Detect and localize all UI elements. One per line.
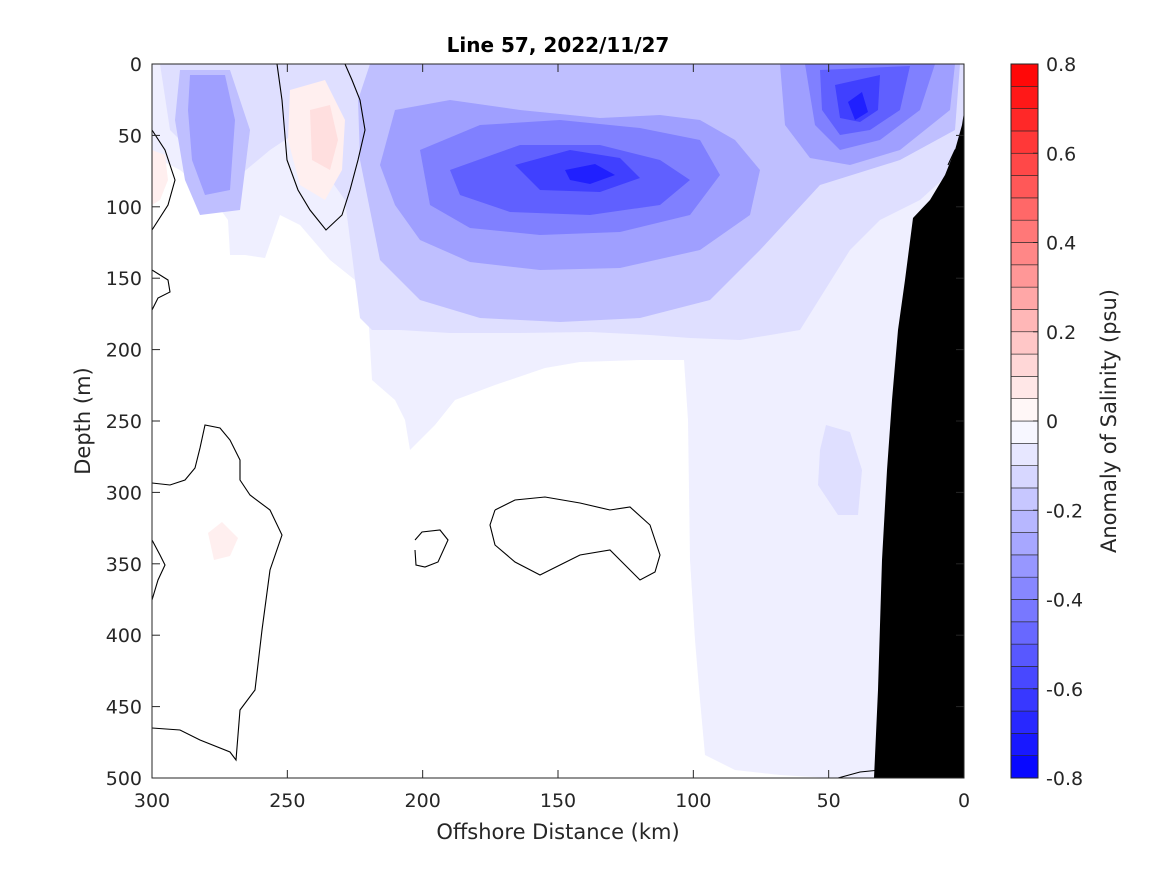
y-tick-label: 0	[130, 54, 142, 76]
colorbar-segment	[1010, 63, 1039, 87]
contour-fill-neg-010-deep	[818, 425, 862, 515]
y-tick-label: 50	[118, 125, 142, 147]
x-tick-label: 150	[540, 790, 576, 812]
colorbar-label: Anomaly of Salinity (psu)	[1097, 289, 1121, 553]
zero-contour	[276, 64, 366, 231]
colorbar-segment	[1010, 532, 1039, 556]
colorbar-segment	[1010, 353, 1039, 377]
contour-fills	[152, 64, 964, 778]
colorbar-segment	[1010, 666, 1039, 690]
x-tick-label: 200	[405, 790, 441, 812]
colorbar-segment	[1010, 554, 1039, 578]
colorbar-segment	[1010, 108, 1039, 132]
colorbar-ticks: 0.8 0.6 0.4 0.2 0 -0.2 -0.4 -0.6 -0.8	[1033, 54, 1083, 790]
y-tick-label: 400	[106, 625, 142, 647]
y-tick-label: 450	[106, 697, 142, 719]
colorbar-segment	[1010, 443, 1039, 466]
contour-fill-pos-010	[310, 105, 338, 170]
colorbar-tick-label: -0.2	[1046, 500, 1083, 522]
bathymetry-seafloor	[874, 112, 964, 778]
colorbar-tick-label: 0	[1046, 411, 1058, 433]
zero-contour	[489, 496, 661, 581]
colorbar-segment	[1010, 331, 1039, 355]
colorbar-segment	[1010, 286, 1039, 310]
colorbar-segment	[1010, 376, 1039, 399]
colorbar-segment	[1010, 599, 1039, 623]
colorbar-tick-label: 0.6	[1046, 143, 1076, 165]
zero-contour	[414, 529, 449, 568]
y-tick-label: 350	[106, 554, 142, 576]
colorbar-segment	[1010, 420, 1039, 444]
colorbar-segment	[1010, 576, 1039, 600]
colorbar-segment	[1010, 710, 1039, 734]
colorbar-segment	[1010, 398, 1039, 422]
y-axis-label: Depth (m)	[71, 367, 95, 474]
colorbar-segment	[1010, 309, 1039, 333]
colorbar-tick-label: -0.6	[1046, 679, 1083, 701]
zero-contour	[837, 769, 881, 778]
x-axis: 300 250 200 150 100 50 0	[134, 64, 970, 812]
colorbar-segment	[1010, 242, 1039, 266]
colorbar-segment	[1010, 219, 1039, 243]
x-tick-label: 300	[134, 790, 170, 812]
x-tick-label: 50	[817, 790, 841, 812]
y-tick-label: 500	[106, 768, 142, 790]
zero-contour	[152, 129, 176, 231]
zero-contour	[152, 424, 283, 762]
colorbar-segment	[1010, 86, 1039, 109]
y-axis: 0 50 100 150 200 250 300 350 400 450 500	[106, 54, 964, 790]
colorbar-segment	[1010, 755, 1039, 779]
contour-fill-neg-070-east	[848, 92, 868, 120]
chart-title: Line 57, 2022/11/27	[447, 33, 670, 57]
contour-fill-pos-005-edge	[152, 150, 168, 205]
colorbar-segment	[1010, 175, 1039, 199]
colorbar-tick-label: 0.2	[1046, 322, 1076, 344]
x-tick-label: 250	[269, 790, 305, 812]
zero-contour	[152, 539, 166, 601]
colorbar-segment	[1010, 487, 1039, 511]
y-tick-label: 100	[106, 197, 142, 219]
zero-contour	[152, 269, 171, 311]
zero-contours	[152, 64, 963, 778]
colorbar-tick-label: 0.8	[1046, 54, 1076, 76]
plot-area	[152, 64, 964, 778]
colorbar-segment	[1010, 130, 1039, 154]
colorbar-tick-label: 0.4	[1046, 233, 1076, 255]
colorbar-segment	[1010, 264, 1039, 288]
colorbar-segment	[1010, 733, 1039, 756]
x-axis-label: Offshore Distance (km)	[436, 820, 679, 844]
y-tick-label: 200	[106, 340, 142, 362]
x-tick-label: 100	[675, 790, 711, 812]
contour-fill-neg-030-west	[188, 75, 235, 195]
colorbar-tick-label: -0.8	[1046, 768, 1083, 790]
colorbar	[1010, 63, 1039, 779]
x-tick-label: 0	[958, 790, 970, 812]
y-tick-label: 150	[106, 268, 142, 290]
colorbar-tick-label: -0.4	[1046, 590, 1083, 612]
y-tick-label: 300	[106, 482, 142, 504]
colorbar-segment	[1010, 643, 1039, 667]
y-tick-label: 250	[106, 411, 142, 433]
contour-fill-pos-005-deep	[208, 522, 238, 560]
colorbar-segment	[1010, 688, 1039, 712]
colorbar-segment	[1010, 465, 1039, 489]
colorbar-segment	[1010, 621, 1039, 645]
contour-fill-neg-070	[565, 164, 615, 184]
colorbar-segment	[1010, 197, 1039, 221]
colorbar-segment	[1010, 509, 1039, 533]
colorbar-segment	[1010, 152, 1039, 176]
